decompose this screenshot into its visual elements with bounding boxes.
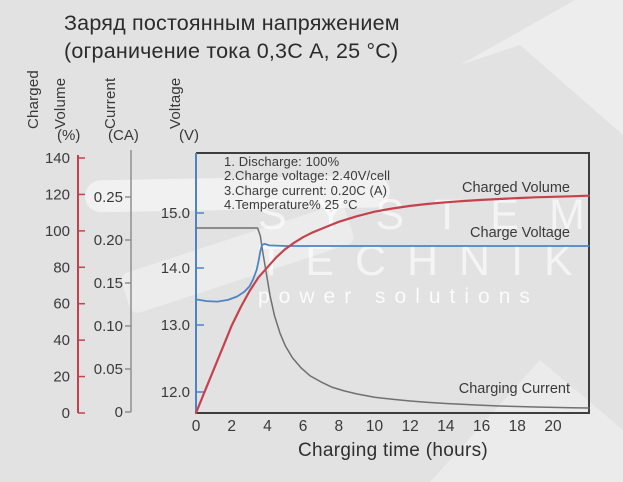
annotation-line-2: 2.Charge voltage: 2.40V/cell — [224, 168, 391, 184]
voltage-tick-label: 13.0 — [161, 317, 190, 334]
voltage-tick-label: 12.0 — [161, 384, 190, 401]
watermark-line-3: power solutions — [258, 285, 539, 308]
x-tick-label: 8 — [334, 418, 343, 435]
annotation-line-4: 4.Temperature% 25 °C — [224, 197, 358, 213]
charge-voltage-curve — [195, 242, 590, 303]
current-tick-label: 0 — [115, 404, 123, 421]
volume-axis-unit: (%) — [57, 127, 81, 144]
x-tick-label: 18 — [509, 418, 526, 435]
x-tick-label: 12 — [402, 418, 419, 435]
charging-current-curve-label: Charging Current — [458, 381, 570, 397]
watermark-line-1: SYSTEM — [258, 191, 615, 239]
conditions-annotation: 1. Discharge: 100% 2.Charge voltage: 2.4… — [224, 154, 391, 213]
x-tick-label: 20 — [544, 418, 562, 435]
background-shape — [460, 0, 623, 135]
page-title-line-1: Заряд постоянным напряжением — [64, 11, 400, 35]
x-tick-label: 0 — [192, 418, 201, 435]
x-axis-title: Charging time (hours) — [297, 440, 489, 461]
voltage-tick-label: 15.0 — [161, 205, 190, 222]
current-tick-label: 0.20 — [94, 232, 123, 249]
x-tick-label: 16 — [473, 418, 490, 435]
x-tick-label: 14 — [437, 418, 455, 435]
x-tick-label: 2 — [227, 418, 236, 435]
current-tick-label: 0.05 — [94, 361, 123, 378]
volume-tick-label: 80 — [53, 259, 70, 276]
x-tick-label: 6 — [299, 418, 308, 435]
voltage-tick-label: 14.0 — [161, 260, 190, 277]
volume-tick-label: 20 — [53, 369, 70, 386]
background-shape — [121, 204, 354, 313]
x-tick-label: 4 — [263, 418, 272, 435]
volume-tick-label: 0 — [62, 405, 70, 422]
volume-axis-label-word-1: Charged — [25, 70, 42, 129]
volume-tick-label: 60 — [53, 296, 70, 313]
charge-voltage-curve-label: Charge Voltage — [470, 225, 570, 241]
current-tick-label: 0.10 — [94, 318, 123, 335]
annotation-line-3: 3.Charge current: 0.20C (A) — [224, 182, 388, 198]
volume-axis-label-word-2: Volume — [52, 77, 69, 129]
volume-tick-label: 140 — [45, 150, 70, 167]
current-tick-label: 0.15 — [94, 275, 123, 292]
charging-current-curve — [195, 227, 590, 409]
volume-tick-label: 120 — [45, 186, 70, 203]
background-shape — [430, 360, 623, 482]
background-shape — [85, 175, 390, 213]
current-axis-label: Current — [102, 77, 119, 129]
plot-frame — [196, 152, 590, 414]
charged-volume-curve-label: Charged Volume — [461, 180, 570, 196]
x-tick-label: 10 — [366, 418, 384, 435]
charged-volume-curve — [194, 194, 590, 415]
volume-tick-label: 40 — [53, 332, 70, 349]
current-tick-label: 0.25 — [94, 189, 123, 206]
page-title-line-2: (ограничение тока 0,3С А, 25 °C) — [64, 39, 399, 63]
voltage-axis-label: Voltage — [167, 77, 184, 129]
current-axis-unit: (CA) — [108, 127, 139, 144]
volume-tick-label: 100 — [45, 223, 70, 240]
annotation-line-1: 1. Discharge: 100% — [224, 154, 340, 169]
watermark-line-2: TECHNIK — [258, 237, 594, 285]
voltage-axis-unit: (V) — [179, 127, 199, 144]
